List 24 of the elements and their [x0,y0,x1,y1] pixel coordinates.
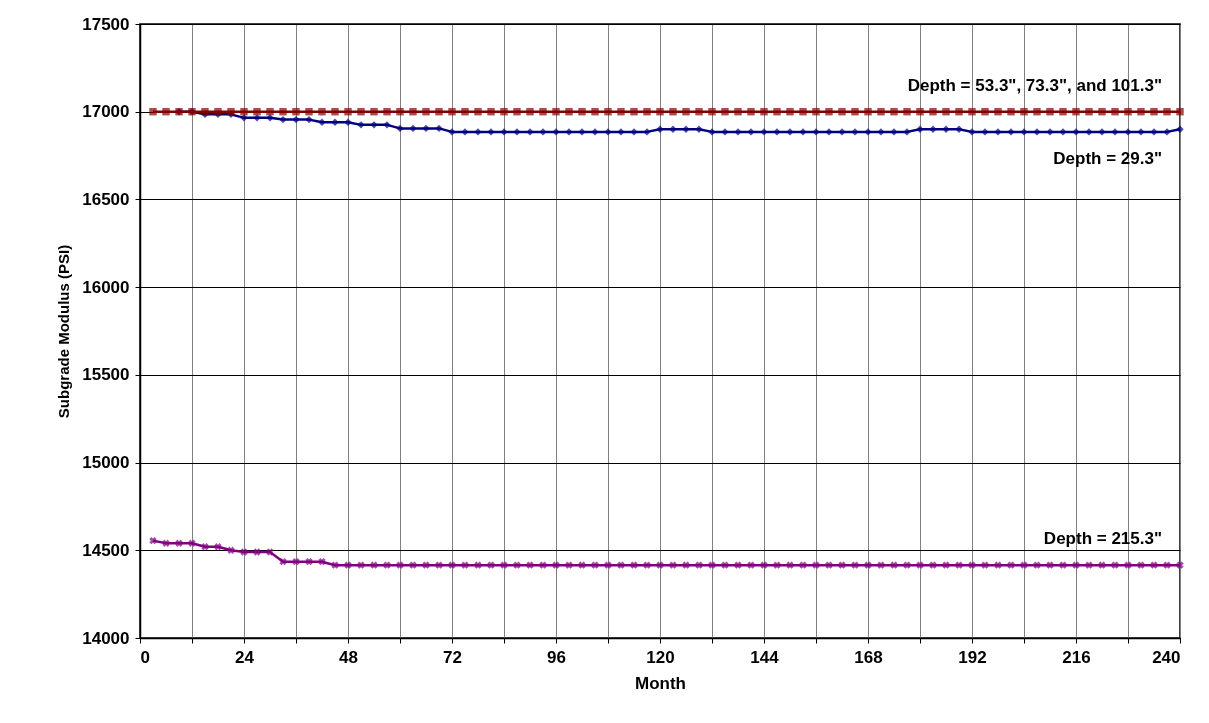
x-tick-label: 120 [646,647,675,667]
x-axis-title: Month [635,673,686,693]
x-tick-label: 168 [854,647,883,667]
y-tick-label: 14500 [82,540,130,560]
y-tick-label: 14000 [82,628,130,648]
x-tick-label: 24 [235,647,255,667]
y-tick-label: 16000 [82,277,130,297]
x-tick-label: 0 [140,647,150,667]
y-tick-label: 15000 [82,453,130,473]
series-label: Depth = 29.3" [1053,149,1162,169]
y-tick-label: 15500 [82,365,130,385]
y-tick-label: 16500 [82,189,130,209]
y-tick-label: 17000 [82,102,130,122]
y-axis-title: Subgrade Modulus (PSI) [55,244,73,419]
x-tick-label: 192 [958,647,987,667]
series-label: Depth = 53.3", 73.3", and 101.3" [907,75,1162,95]
x-tick-label: 216 [1062,647,1091,667]
y-tick-label: 17500 [82,14,130,34]
x-tick-label: 96 [547,647,566,667]
x-tick-label: 48 [339,647,358,667]
series-label: Depth = 215.3" [1043,529,1162,549]
x-tick-label: 144 [750,647,780,667]
x-tick-label: 240 [1152,647,1181,667]
x-tick-label: 72 [443,647,462,667]
